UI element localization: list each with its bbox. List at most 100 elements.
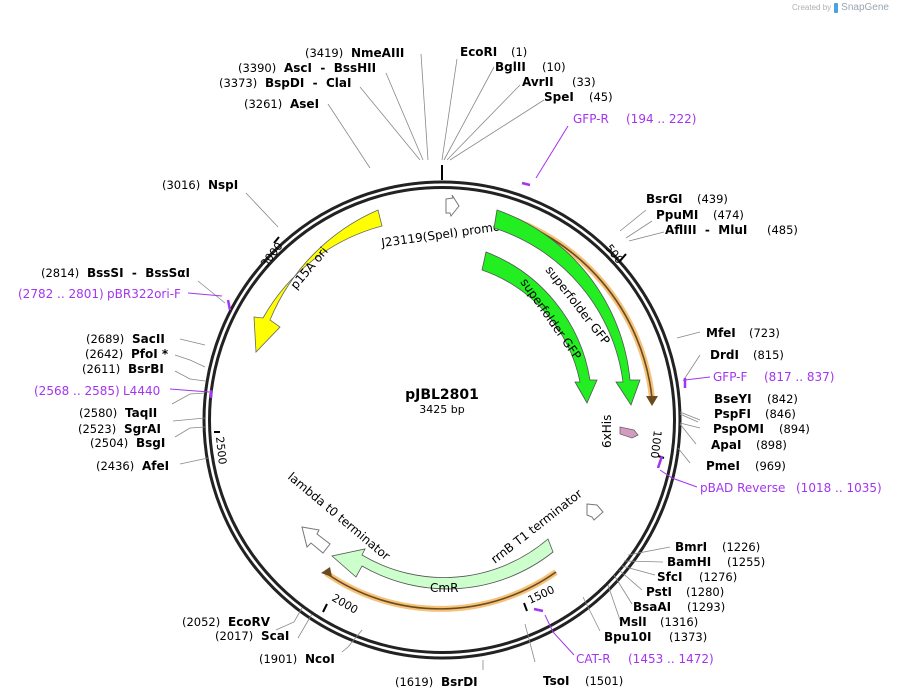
enzyme-bsgi[interactable]: (2504) BsgI [90,436,165,450]
enzyme-bsrgi[interactable]: BsrGI (439) [646,192,728,206]
svg-text:BsrBI: BsrBI [128,362,164,376]
svg-text:(969): (969) [755,459,786,473]
svg-text:GFP-F: GFP-F [713,370,748,384]
enzyme-avrii[interactable]: AvrII (33) [522,75,596,89]
tick-1500 [523,602,528,612]
enzyme-afliii-mlui[interactable]: AflIII - MluI (485) [665,223,798,237]
feature-label-lambda: lambda t0 terminator [285,470,393,563]
svg-text:(474): (474) [713,208,744,222]
svg-text:SpeI: SpeI [544,90,574,104]
svg-text:(10): (10) [542,60,566,74]
enzyme-drdi[interactable]: DrdI (815) [710,348,784,362]
svg-text:(723): (723) [749,326,780,340]
enzyme-nmeaiii[interactable]: (3419) NmeAIII [305,46,404,60]
svg-text:(2436): (2436) [96,459,134,473]
svg-text:(815): (815) [753,348,784,362]
svg-text:(1453 .. 1472): (1453 .. 1472) [628,652,714,666]
enzyme-ppumi[interactable]: PpuMI (474) [656,208,744,222]
enzyme-tsoi[interactable]: TsoI (1501) [543,674,623,688]
primer-gfp-f[interactable]: GFP-F (817 .. 837) [713,370,834,384]
enzyme-bsrdi[interactable]: (1619) BsrDI [395,675,478,689]
enzyme-mfei[interactable]: MfeI (723) [706,326,780,340]
svg-text:BsrDI: BsrDI [441,675,478,689]
enzyme-taqii[interactable]: (2580) TaqII [79,406,157,420]
tick-3000 [273,236,280,244]
svg-text:(3373): (3373) [219,76,257,90]
enzyme-pfoi[interactable]: (2642) PfoI * [85,347,169,361]
feature-p15a-ori[interactable]: p15A ori [253,209,383,353]
orf-arrowhead-cmr [321,567,332,577]
svg-text:BssSI - BssSαI: BssSI - BssSαI [87,266,190,280]
enzyme-sfci[interactable]: SfcI (1276) [657,570,737,584]
enzyme-bsrbi[interactable]: (2611) BsrBI [82,362,164,376]
svg-text:AvrII: AvrII [522,75,554,89]
svg-text:pBR322ori-F: pBR322ori-F [107,287,181,301]
svg-text:(1293): (1293) [687,600,725,614]
enzyme-bglii[interactable]: BglII (10) [495,60,566,74]
svg-text:SacII: SacII [132,332,165,346]
svg-text:(2523): (2523) [78,422,116,436]
backbone[interactable] [202,180,682,660]
enzyme-spei[interactable]: SpeI (45) [544,90,613,104]
enzyme-bamhi[interactable]: BamHI (1255) [667,555,765,569]
enzyme-nspi[interactable]: (3016) NspI [162,178,238,192]
enzyme-bspdi-clai[interactable]: (3373) BspDI - ClaI [219,76,351,90]
orf-line-cmr [325,571,557,610]
feature-6xhis[interactable]: 6xHis [600,415,639,448]
primer-gfp-r[interactable]: GFP-R (194 .. 222) [573,112,696,126]
enzyme-asci-bsshii[interactable]: (3390) AscI - BssHII [238,61,376,75]
enzyme-bmri[interactable]: BmrI (1226) [675,540,760,554]
svg-text:(846): (846) [765,407,796,421]
feature-cmr[interactable]: CmR [331,538,554,595]
feature-lambda-t0-terminator[interactable]: lambda t0 terminator [285,470,393,563]
snapgene-credit: Created by SnapGene [792,2,889,13]
enzyme-pspomi[interactable]: PspOMI (894) [713,422,810,436]
svg-text:BsrGI: BsrGI [646,192,683,206]
enzyme-ncoi[interactable]: (1901) NcoI [259,652,335,666]
tick-2000 [322,603,328,613]
svg-text:MfeI: MfeI [706,326,736,340]
svg-text:AflIII - MluI: AflIII - MluI [665,223,747,237]
enzyme-asei[interactable]: (3261) AseI [244,97,319,111]
svg-text:L4440: L4440 [123,384,160,398]
enzyme-afei[interactable]: (2436) AfeI [96,459,169,473]
enzyme-sacii[interactable]: (2689) SacII [86,332,165,346]
svg-text:BsaAI: BsaAI [633,600,671,614]
enzyme-msli[interactable]: MslI (1316) [619,615,698,629]
svg-text:(842): (842) [767,392,798,406]
primer-l4440[interactable]: (2568 .. 2585) L4440 [34,384,160,398]
enzyme-sgrai[interactable]: (2523) SgrAI [78,422,161,436]
credit-prefix: Created by [792,3,832,12]
tick-label-1000: 1000 [648,430,664,459]
enzyme-pmei[interactable]: PmeI (969) [706,459,786,473]
svg-text:(2580): (2580) [79,406,117,420]
svg-text:ApaI: ApaI [711,438,741,452]
feature-label-6xhis: 6xHis [600,415,614,448]
enzyme-psti[interactable]: PstI (1280) [646,585,724,599]
primer-pbr322ori-f[interactable]: (2782 .. 2801) pBR322ori-F [18,287,181,301]
svg-text:(194 .. 222): (194 .. 222) [626,112,696,126]
enzyme-bpu10i[interactable]: Bpu10I (1373) [604,630,707,644]
svg-text:(439): (439) [697,192,728,206]
primer-pbad-reverse[interactable]: pBAD Reverse (1018 .. 1035) [700,481,882,495]
enzyme-scai[interactable]: (2017) ScaI [215,629,289,643]
primer-cat-r[interactable]: CAT-R (1453 .. 1472) [576,652,714,666]
orf-arrowhead-gfp [646,396,658,406]
primer-leaders [169,125,711,656]
svg-text:(1619): (1619) [395,675,433,689]
feature-label-cmr: CmR [430,581,458,595]
svg-text:(1226): (1226) [722,540,760,554]
enzyme-pspfi[interactable]: PspFI (846) [714,407,796,421]
enzyme-bseyi[interactable]: BseYI (842) [714,392,798,406]
svg-text:BspDI - ClaI: BspDI - ClaI [265,76,351,90]
svg-text:(2642): (2642) [85,347,123,361]
enzyme-apai[interactable]: ApaI (898) [711,438,787,452]
svg-text:(894): (894) [779,422,810,436]
enzyme-ecori[interactable]: EcoRI (1) [460,45,527,59]
svg-text:TaqII: TaqII [125,406,157,420]
svg-text:PpuMI: PpuMI [656,208,698,222]
enzyme-bsaai[interactable]: BsaAI (1293) [633,600,725,614]
enzyme-ecorv[interactable]: (2052) EcoRV [182,615,271,629]
enzyme-bsssi-bsssai[interactable]: (2814) BssSI - BssSαI [41,266,190,280]
